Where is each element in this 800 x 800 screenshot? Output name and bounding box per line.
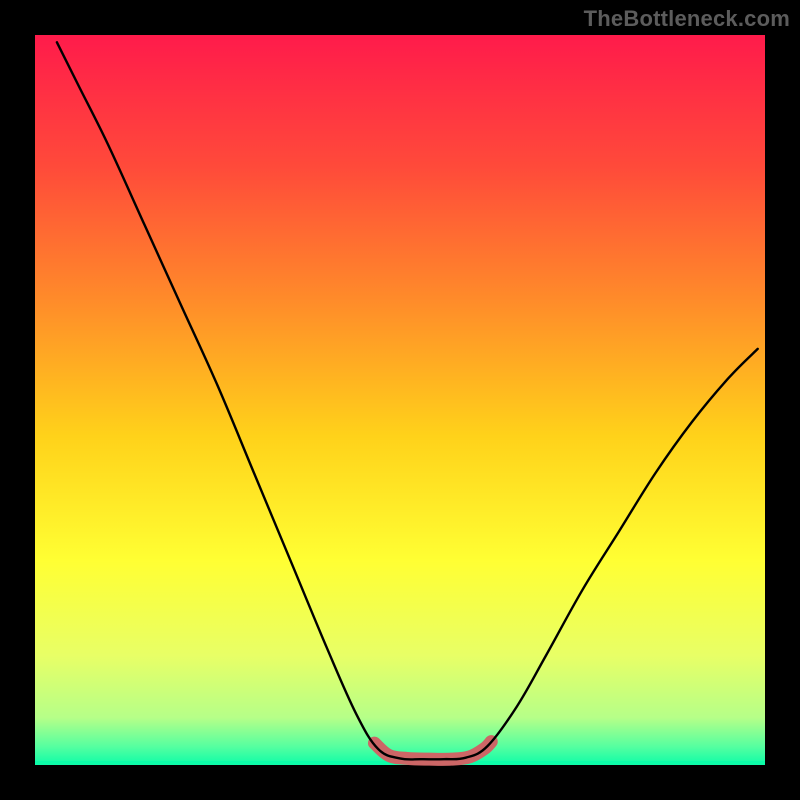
bottleneck-chart	[0, 0, 800, 800]
gradient-field	[35, 35, 765, 765]
watermark-text: TheBottleneck.com	[584, 6, 790, 32]
